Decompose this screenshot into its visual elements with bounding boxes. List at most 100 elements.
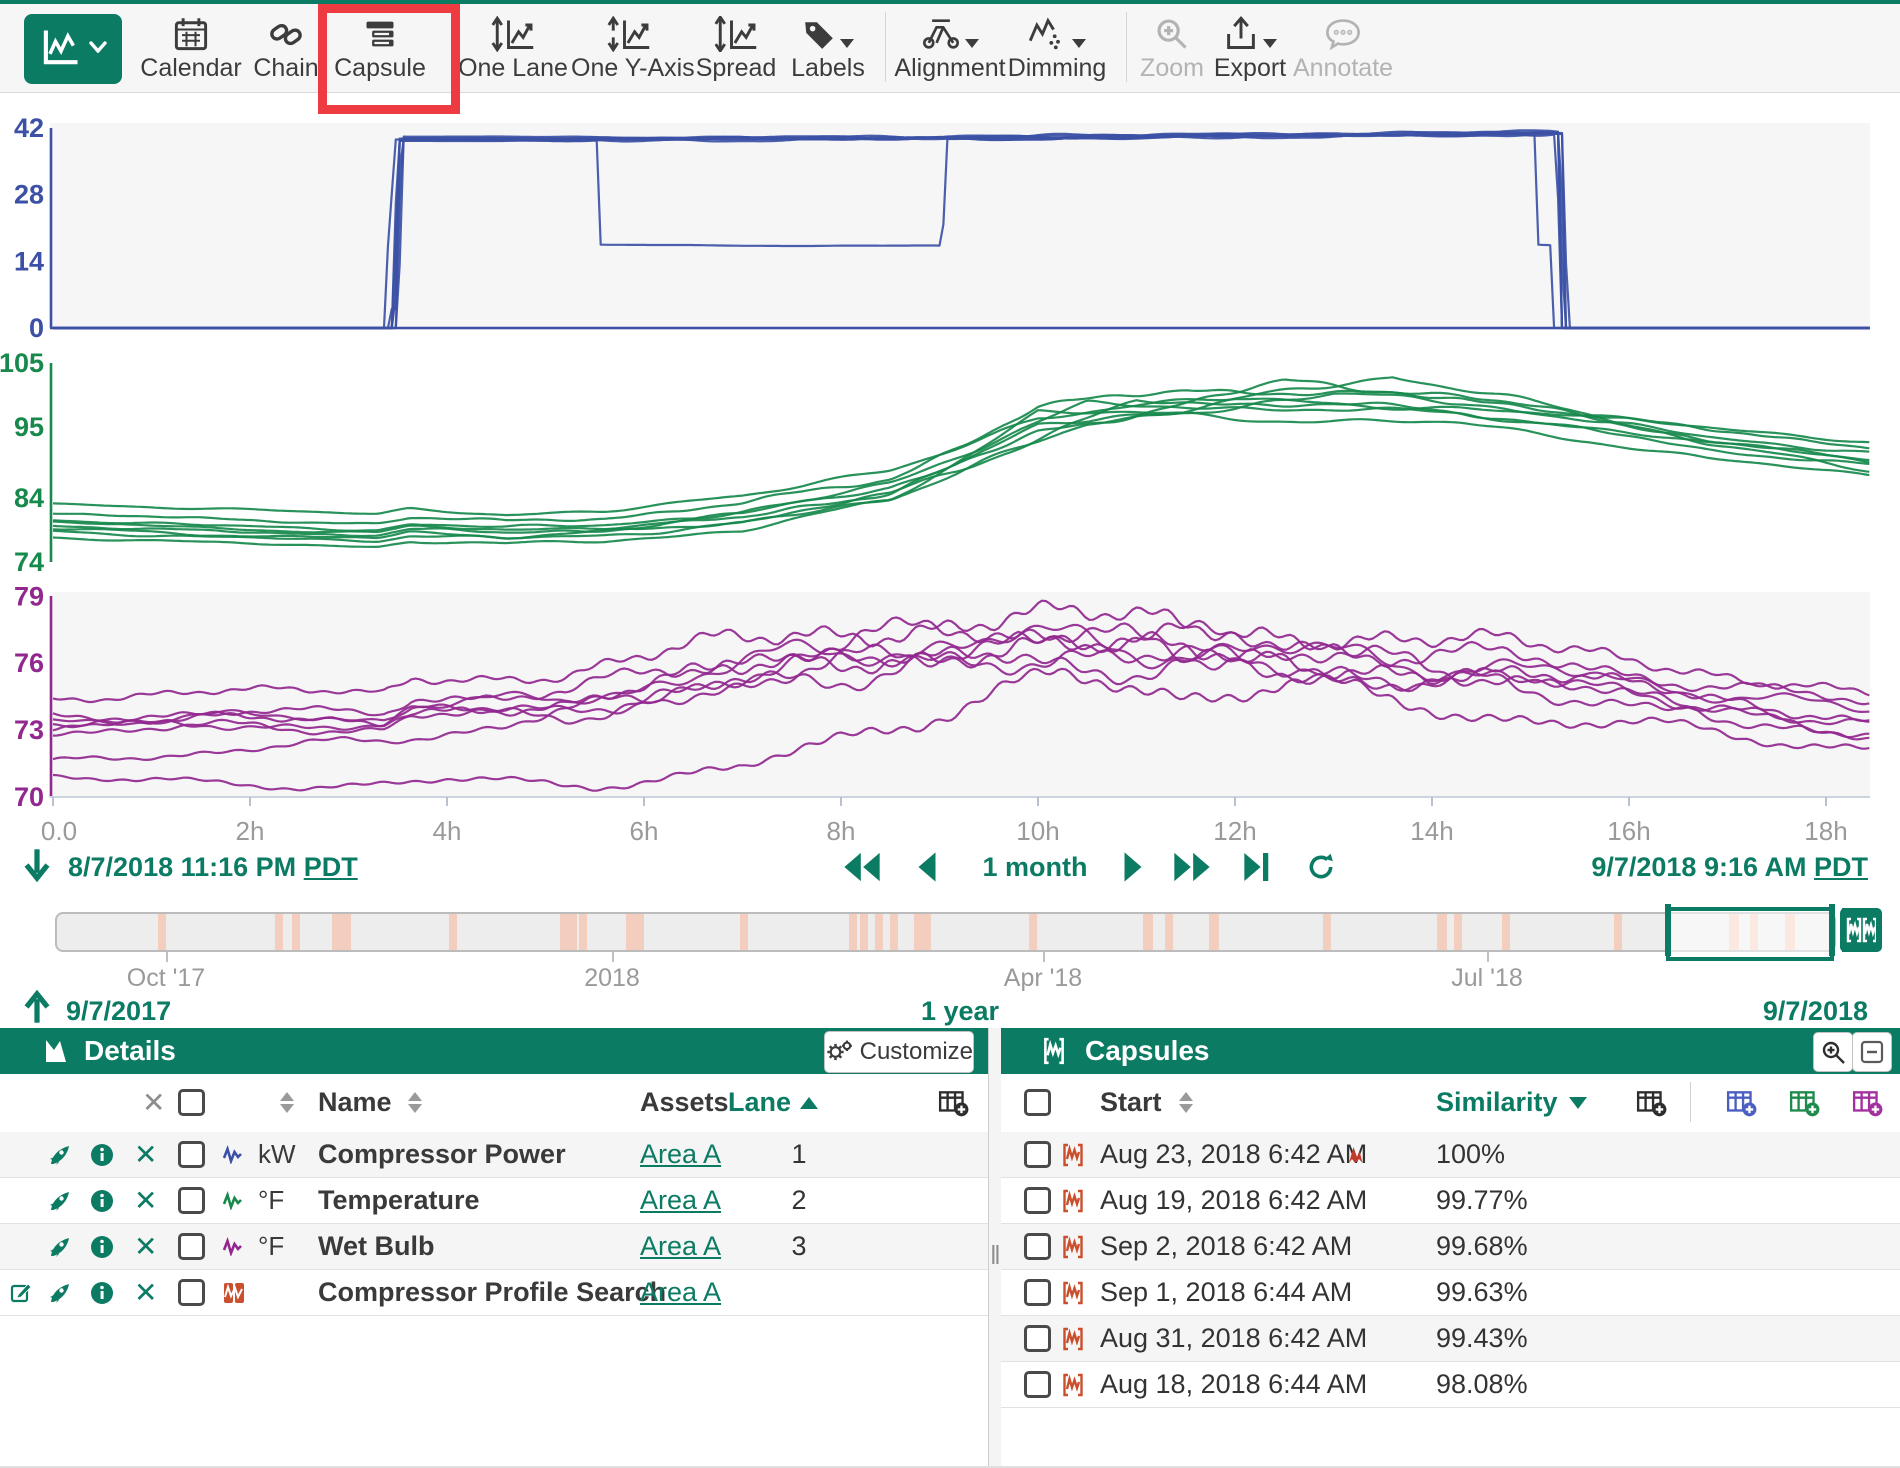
signal-icon[interactable] [222, 1237, 243, 1256]
capsule-icon[interactable] [1062, 1189, 1084, 1213]
add-signal-column-icon-purple[interactable] [1852, 1074, 1884, 1131]
signal-icon[interactable] [222, 1191, 243, 1210]
column-similarity[interactable]: Similarity [1436, 1074, 1558, 1131]
row-checkbox[interactable] [178, 1187, 205, 1214]
remove-item-icon[interactable]: ✕ [134, 1132, 157, 1177]
investigate-duration[interactable]: 1 year [900, 996, 1020, 1027]
rocket-icon[interactable] [48, 1281, 71, 1304]
add-signal-column-icon-blue[interactable] [1726, 1074, 1758, 1131]
trend-chart[interactable]: 4228140105958474797673700.02h4h6h8h10h12… [0, 0, 1900, 905]
rocket-icon[interactable] [48, 1235, 71, 1258]
step-back-full-icon[interactable] [842, 850, 882, 889]
investigate-expand-icon[interactable] [22, 990, 52, 1029]
capsule-stripe [1143, 914, 1153, 950]
toolbar-alignment[interactable]: Alignment [892, 12, 1008, 83]
sort-icon[interactable] [1173, 1074, 1199, 1131]
capsule-row[interactable]: Aug 19, 2018 6:42 AM99.77% [1001, 1178, 1900, 1224]
capsule-stripe [740, 914, 748, 950]
capsule-icon[interactable] [1062, 1235, 1084, 1259]
condition-icon[interactable] [222, 1281, 246, 1305]
capsule-icon[interactable] [1062, 1327, 1084, 1351]
reference-capsule-icon[interactable] [1346, 1143, 1366, 1167]
investigate-end[interactable]: 9/7/2018 [1763, 996, 1868, 1027]
asset-link[interactable]: Area A [640, 1185, 721, 1216]
row-checkbox[interactable] [1024, 1325, 1051, 1352]
remove-item-icon[interactable]: ✕ [134, 1224, 157, 1269]
x-axis-tick-label: 18h [1804, 816, 1847, 846]
capsule-row[interactable]: Aug 31, 2018 6:42 AM99.43% [1001, 1316, 1900, 1362]
row-checkbox[interactable] [178, 1279, 205, 1306]
row-checkbox[interactable] [178, 1141, 205, 1168]
capsule-icon[interactable] [1062, 1143, 1084, 1167]
remove-item-icon[interactable]: ✕ [134, 1270, 157, 1315]
range-start[interactable]: 8/7/2018 11:16 PM PDT [68, 852, 358, 883]
capsule-icon[interactable] [1062, 1281, 1084, 1305]
capsule-row[interactable]: Aug 23, 2018 6:42 AM100% [1001, 1132, 1900, 1178]
brush-left-handle[interactable] [1665, 904, 1671, 956]
column-lane[interactable]: Lane [728, 1074, 791, 1131]
sort-desc-icon[interactable] [1569, 1074, 1587, 1131]
timebar-track[interactable] [55, 912, 1836, 952]
info-icon[interactable] [90, 1235, 114, 1259]
toolbar-capsule[interactable]: Capsule [322, 12, 438, 83]
rocket-icon[interactable] [48, 1143, 71, 1166]
step-to-end-icon[interactable] [1242, 850, 1270, 889]
step-forward-half-icon[interactable] [1122, 850, 1144, 889]
toolbar-one-lane[interactable]: One Lane [455, 12, 571, 83]
sort-icon[interactable] [274, 1074, 300, 1131]
y-axis-tick-label: 76 [14, 648, 44, 678]
customize-button[interactable]: Customize [824, 1031, 974, 1073]
row-checkbox[interactable] [1024, 1371, 1051, 1398]
edit-icon[interactable] [10, 1281, 33, 1304]
info-icon[interactable] [90, 1281, 114, 1305]
range-expand-icon[interactable] [22, 848, 52, 887]
asset-link[interactable]: Area A [640, 1139, 721, 1170]
signal-icon[interactable] [222, 1145, 243, 1164]
worksheet-view-button[interactable] [24, 14, 122, 84]
column-start[interactable]: Start [1100, 1074, 1162, 1131]
row-checkbox[interactable] [1024, 1279, 1051, 1306]
capsule-icon[interactable] [1062, 1373, 1084, 1397]
remove-item-icon[interactable]: ✕ [134, 1178, 157, 1223]
column-assets[interactable]: Assets [640, 1074, 729, 1131]
capsule-stripe [1454, 914, 1462, 950]
sort-asc-icon[interactable] [800, 1074, 818, 1131]
sort-icon[interactable] [402, 1074, 428, 1131]
refresh-icon[interactable] [1306, 852, 1336, 887]
toolbar-dimming[interactable]: Dimming [999, 12, 1115, 83]
range-end[interactable]: 9/7/2018 9:16 AM PDT [1591, 852, 1868, 883]
step-forward-full-icon[interactable] [1172, 850, 1212, 889]
row-checkbox[interactable] [1024, 1233, 1051, 1260]
investigate-start[interactable]: 9/7/2017 [66, 996, 171, 1027]
row-checkbox[interactable] [1024, 1141, 1051, 1168]
range-duration[interactable]: 1 month [975, 852, 1095, 883]
timebar-tick [1043, 952, 1045, 962]
timebar-selection-brush[interactable] [1666, 907, 1834, 961]
toolbar-one-y-axis[interactable]: One Y-Axis [571, 12, 687, 83]
capsule-row[interactable]: Sep 2, 2018 6:42 AM99.68% [1001, 1224, 1900, 1270]
row-checkbox[interactable] [1024, 1187, 1051, 1214]
step-back-half-icon[interactable] [916, 850, 938, 889]
asset-link[interactable]: Area A [640, 1277, 721, 1308]
capsule-stripe [158, 914, 166, 950]
select-all-checkbox[interactable] [178, 1074, 205, 1131]
capsule-row[interactable]: Sep 1, 2018 6:44 AM99.63% [1001, 1270, 1900, 1316]
row-checkbox[interactable] [178, 1233, 205, 1260]
add-column-icon[interactable] [1636, 1074, 1668, 1131]
remove-all-icon[interactable]: ✕ [142, 1074, 165, 1131]
add-signal-column-icon-green[interactable] [1789, 1074, 1821, 1131]
brush-right-handle[interactable] [1829, 904, 1835, 956]
trend-view-icon [39, 25, 83, 74]
rocket-icon[interactable] [48, 1189, 71, 1212]
info-icon[interactable] [90, 1143, 114, 1167]
zoom-to-capsule-button[interactable] [1813, 1032, 1853, 1072]
info-icon[interactable] [90, 1189, 114, 1213]
collapse-panel-button[interactable] [1852, 1032, 1892, 1072]
asset-link[interactable]: Area A [640, 1231, 721, 1262]
column-name[interactable]: Name [318, 1074, 392, 1131]
capsule-time-button[interactable] [1840, 908, 1882, 952]
toolbar-labels[interactable]: Labels [770, 12, 886, 83]
select-all-checkbox[interactable] [1024, 1074, 1051, 1131]
add-column-icon[interactable] [938, 1074, 970, 1131]
capsule-row[interactable]: Aug 18, 2018 6:44 AM98.08% [1001, 1362, 1900, 1408]
